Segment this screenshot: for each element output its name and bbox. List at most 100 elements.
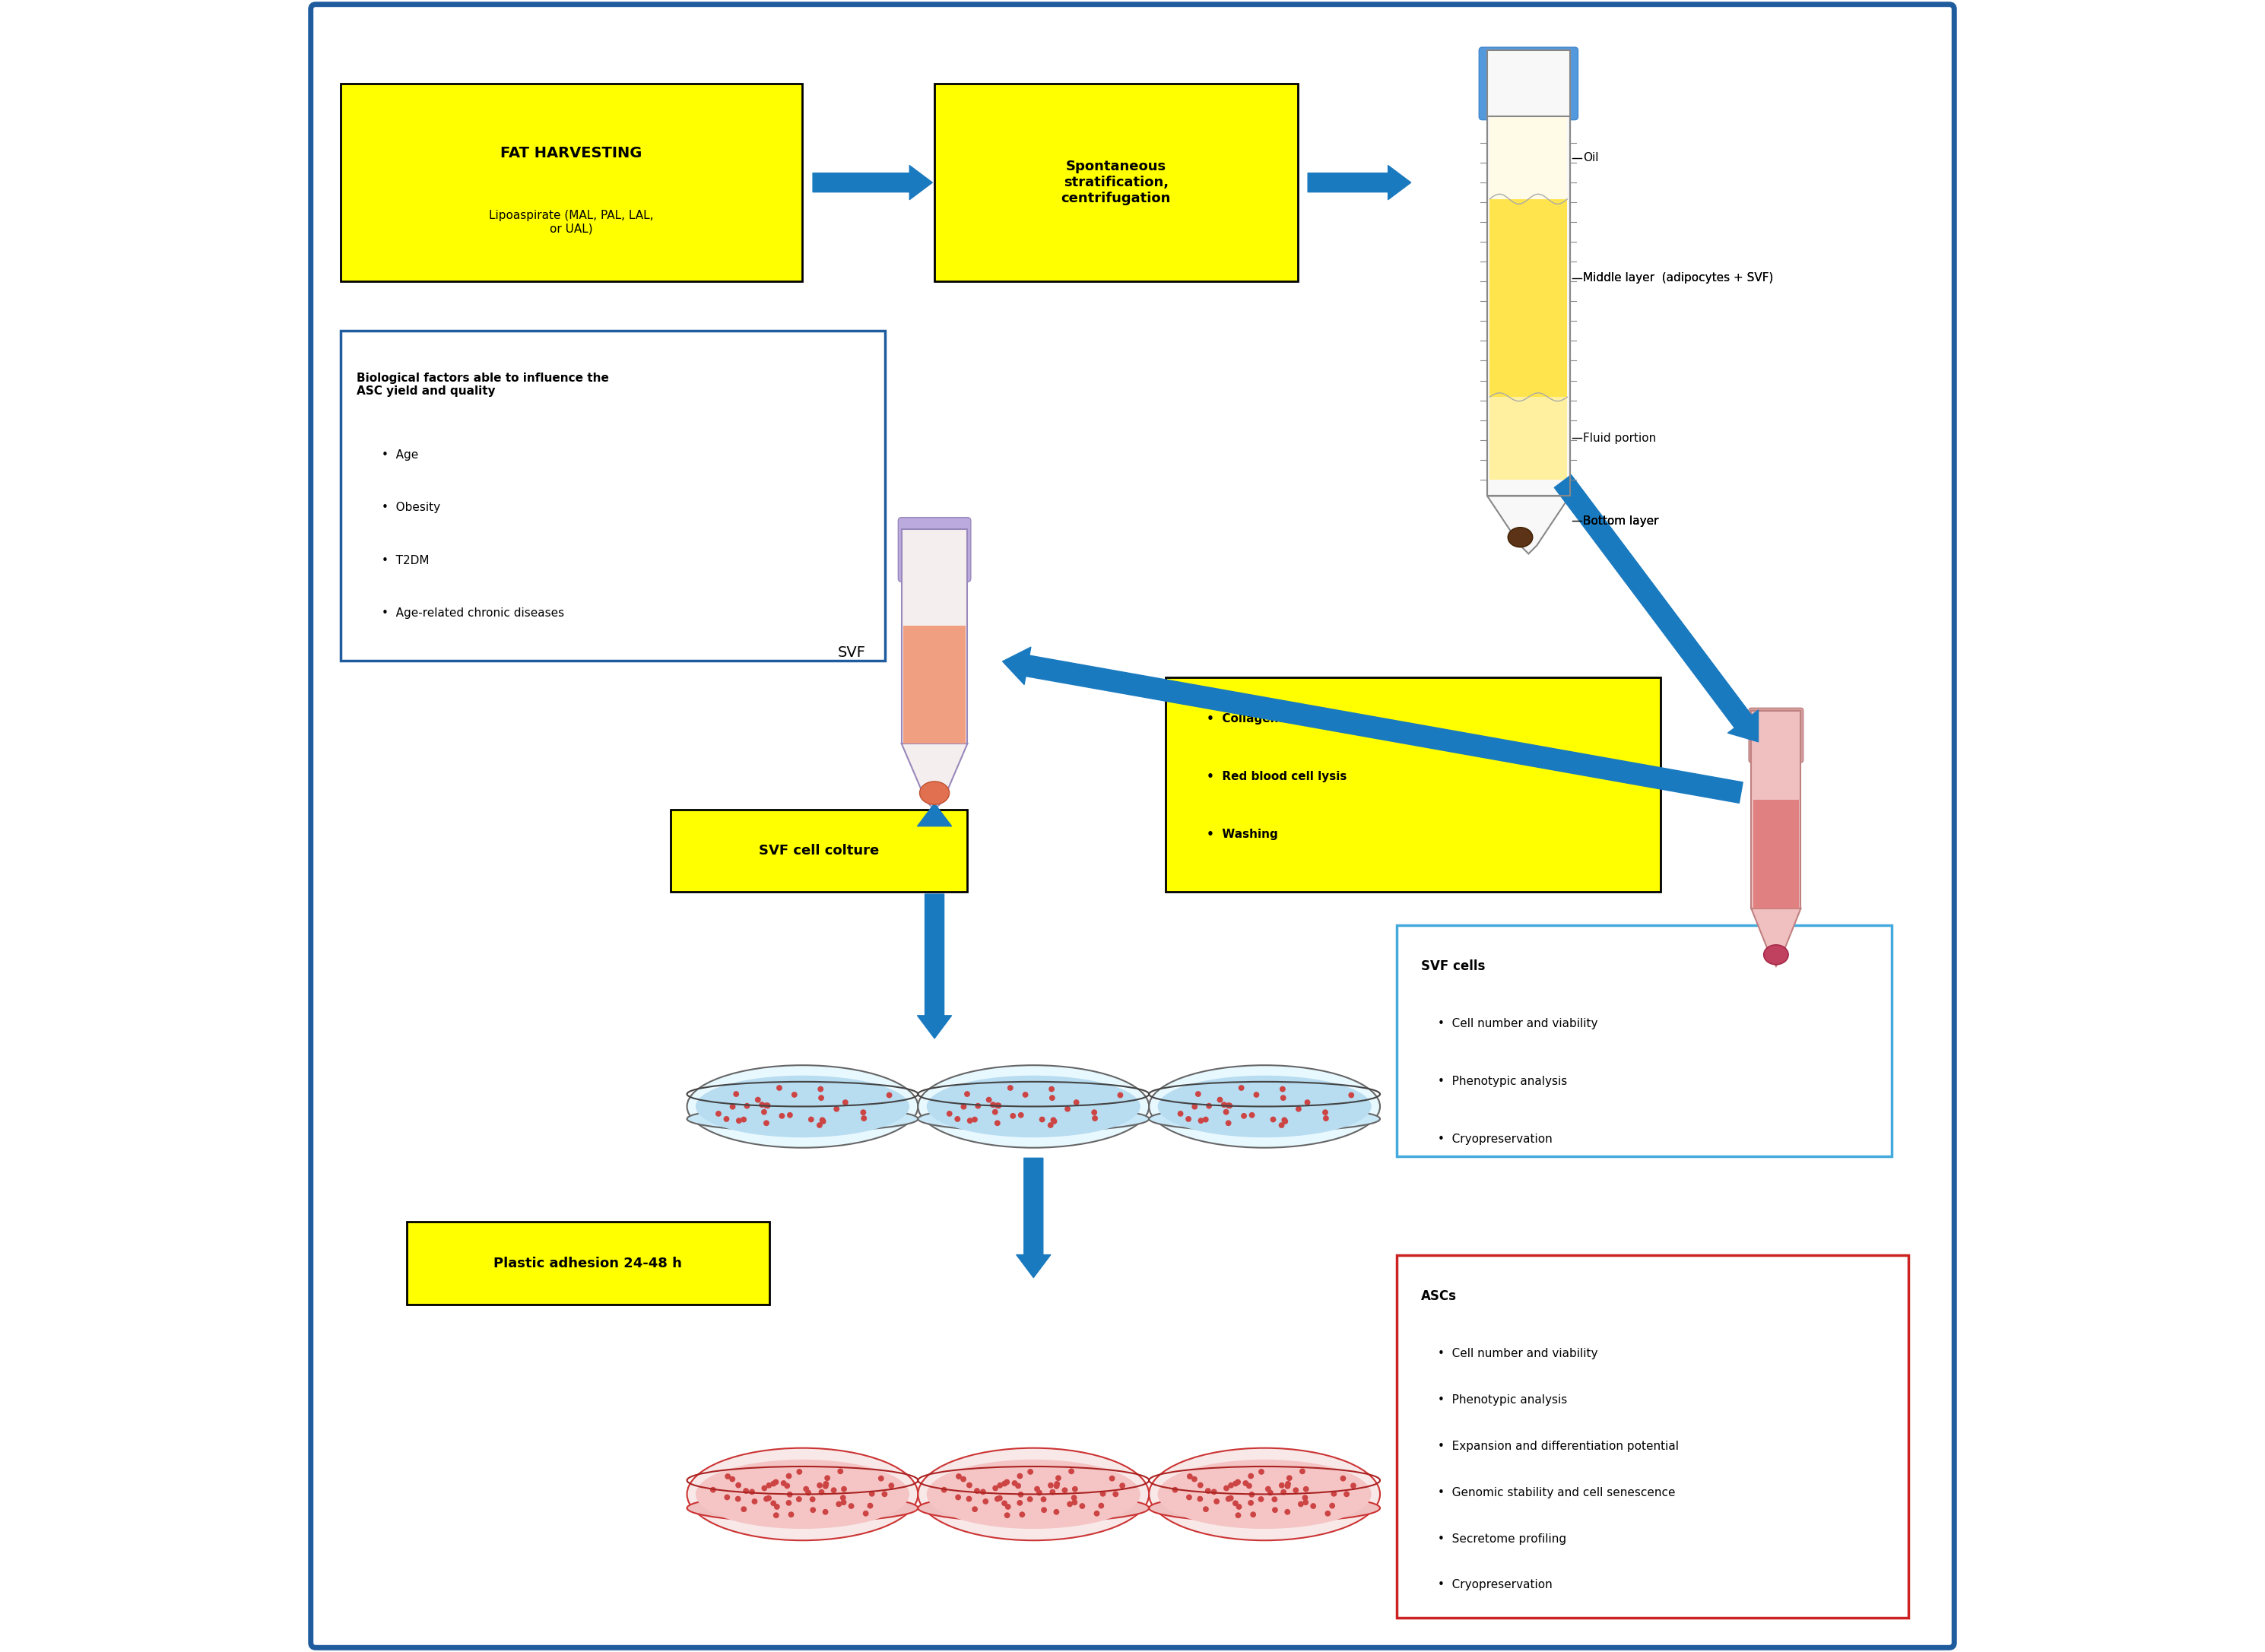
Circle shape [809, 1497, 815, 1502]
Circle shape [1022, 1092, 1028, 1097]
Circle shape [881, 1492, 888, 1497]
Circle shape [779, 1113, 786, 1118]
Circle shape [1214, 1498, 1219, 1505]
Circle shape [1198, 1497, 1203, 1502]
Circle shape [1205, 1104, 1212, 1108]
Circle shape [824, 1475, 831, 1482]
Bar [1490, 396, 1567, 479]
Circle shape [990, 1102, 997, 1108]
Circle shape [1099, 1503, 1103, 1508]
Circle shape [1232, 1480, 1239, 1487]
Circle shape [1017, 1492, 1024, 1497]
Circle shape [804, 1487, 809, 1492]
Circle shape [886, 1092, 892, 1099]
Circle shape [994, 1120, 1001, 1127]
Circle shape [790, 1092, 797, 1097]
Circle shape [940, 1487, 947, 1493]
Circle shape [840, 1500, 847, 1505]
Circle shape [1282, 1118, 1289, 1125]
Text: •  Age-related chronic diseases: • Age-related chronic diseases [383, 608, 564, 620]
Circle shape [1019, 1512, 1026, 1518]
Circle shape [736, 1497, 741, 1502]
Circle shape [750, 1488, 754, 1495]
Circle shape [1246, 1483, 1253, 1488]
Circle shape [772, 1512, 779, 1518]
Circle shape [1348, 1092, 1354, 1099]
Circle shape [867, 1503, 872, 1508]
Circle shape [1074, 1100, 1080, 1105]
Circle shape [736, 1482, 741, 1488]
Circle shape [754, 1097, 761, 1104]
FancyBboxPatch shape [1398, 925, 1891, 1156]
Text: •  Obesity: • Obesity [383, 502, 439, 514]
Ellipse shape [1148, 1449, 1379, 1540]
Circle shape [965, 1090, 969, 1097]
Circle shape [956, 1495, 960, 1500]
Circle shape [1003, 1512, 1010, 1518]
Circle shape [1185, 1117, 1191, 1122]
Circle shape [1300, 1469, 1305, 1474]
Text: Bottom layer: Bottom layer [1583, 515, 1658, 527]
Circle shape [1302, 1495, 1307, 1500]
Circle shape [1248, 1112, 1255, 1118]
Text: •  Expansion and differentiation potential: • Expansion and differentiation potentia… [1438, 1441, 1678, 1452]
FancyBboxPatch shape [1398, 1256, 1907, 1617]
Circle shape [879, 1475, 883, 1482]
Circle shape [1026, 1497, 1033, 1502]
Text: Spontaneous
stratification,
centrifugation: Spontaneous stratification, centrifugati… [1060, 160, 1171, 205]
FancyBboxPatch shape [310, 5, 1955, 1647]
Circle shape [974, 1488, 981, 1493]
Circle shape [1225, 1102, 1232, 1108]
Circle shape [1221, 1102, 1228, 1108]
Circle shape [1330, 1503, 1334, 1508]
Circle shape [997, 1482, 1003, 1488]
Circle shape [818, 1095, 824, 1100]
Circle shape [809, 1117, 813, 1122]
Circle shape [1001, 1500, 1008, 1507]
Ellipse shape [695, 1075, 908, 1138]
Ellipse shape [686, 1449, 917, 1540]
Circle shape [818, 1085, 824, 1092]
Circle shape [763, 1497, 770, 1502]
Ellipse shape [917, 1107, 1148, 1132]
Circle shape [806, 1490, 811, 1495]
Circle shape [831, 1487, 836, 1493]
Circle shape [772, 1479, 779, 1485]
Circle shape [834, 1105, 840, 1112]
Circle shape [994, 1102, 1001, 1108]
Text: Plastic adhesion 24-48 h: Plastic adhesion 24-48 h [494, 1257, 682, 1270]
Ellipse shape [1508, 527, 1533, 547]
Circle shape [1239, 1085, 1243, 1090]
Text: •  Genomic stability and cell senescence: • Genomic stability and cell senescence [1438, 1487, 1676, 1498]
Circle shape [1271, 1497, 1277, 1502]
Circle shape [967, 1497, 972, 1502]
Circle shape [729, 1104, 736, 1110]
Ellipse shape [1157, 1460, 1370, 1528]
Circle shape [1017, 1112, 1024, 1118]
Text: •  Cryopreservation: • Cryopreservation [1438, 1133, 1552, 1145]
Circle shape [1037, 1490, 1042, 1495]
Circle shape [1280, 1095, 1287, 1100]
Circle shape [1234, 1512, 1241, 1518]
Circle shape [1049, 1085, 1055, 1092]
Circle shape [870, 1490, 874, 1497]
Circle shape [1196, 1090, 1200, 1097]
Circle shape [1323, 1115, 1330, 1122]
Circle shape [1341, 1475, 1345, 1482]
Circle shape [741, 1117, 747, 1122]
Circle shape [1017, 1474, 1024, 1479]
Circle shape [1280, 1482, 1284, 1488]
Circle shape [1069, 1469, 1074, 1474]
Circle shape [1284, 1483, 1291, 1488]
Circle shape [784, 1483, 790, 1488]
Circle shape [1051, 1117, 1055, 1123]
Circle shape [1228, 1102, 1232, 1108]
Circle shape [1332, 1490, 1336, 1497]
Circle shape [795, 1497, 802, 1502]
Circle shape [1119, 1483, 1126, 1488]
Circle shape [818, 1482, 822, 1488]
Circle shape [1257, 1497, 1264, 1502]
Circle shape [1323, 1110, 1327, 1115]
Circle shape [888, 1483, 895, 1488]
Ellipse shape [917, 1066, 1148, 1148]
